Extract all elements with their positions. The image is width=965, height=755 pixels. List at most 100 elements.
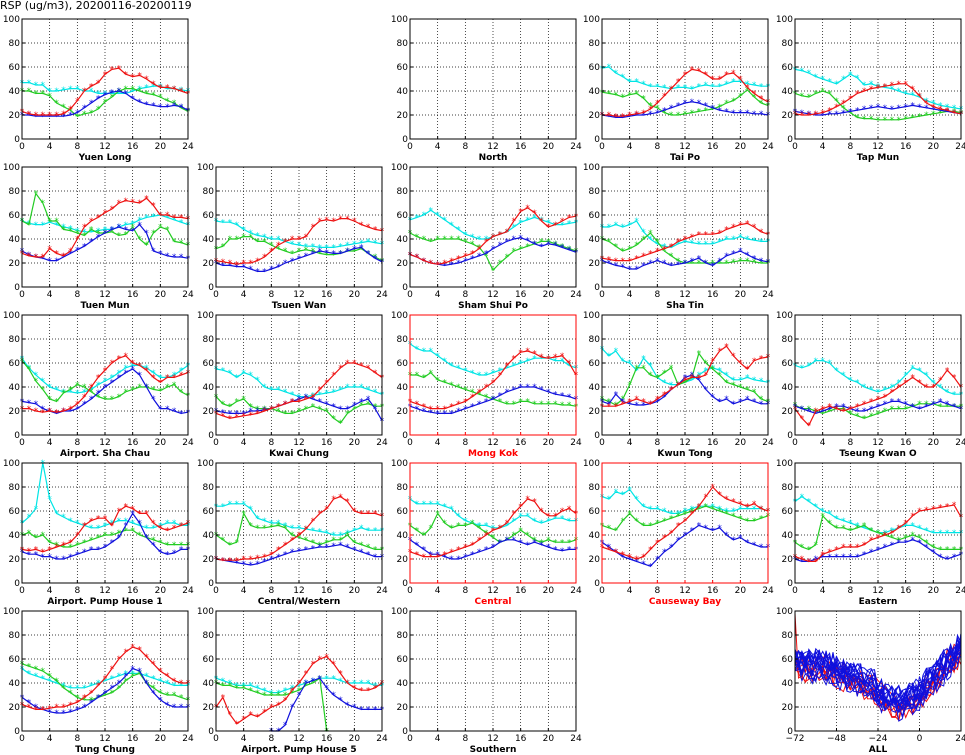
x-tick-label: 20 [155, 734, 167, 744]
data-point: * [553, 512, 558, 522]
data-point: * [683, 507, 688, 517]
data-point: * [641, 80, 646, 90]
data-point: * [683, 84, 688, 94]
data-point: * [41, 706, 46, 716]
data-point: * [345, 241, 350, 251]
panel-title: North [479, 153, 508, 163]
data-point: * [724, 395, 729, 405]
data-point: * [738, 109, 743, 119]
series-line-green [409, 512, 577, 543]
series-line-red [21, 505, 189, 553]
data-point: * [103, 531, 108, 541]
data-point: * [710, 502, 715, 512]
data-point: * [745, 220, 750, 230]
data-point: * [172, 238, 177, 248]
data-point: * [614, 548, 619, 558]
x-tick-label: 16 [127, 438, 139, 448]
x-tick-label: 12 [99, 734, 110, 744]
data-point: * [470, 393, 475, 403]
data-point: * [546, 238, 551, 248]
data-point: * [151, 82, 156, 92]
data-point: * [641, 364, 646, 374]
data-point: * [262, 233, 267, 243]
data-point: * [324, 248, 329, 258]
x-tick-label: 0 [213, 586, 219, 596]
x-tick-label: 12 [487, 290, 498, 300]
data-point: * [512, 223, 517, 233]
data-point: * [655, 240, 660, 250]
series-line-red [794, 504, 962, 563]
x-tick-label: 24 [955, 438, 965, 448]
data-point: * [498, 259, 503, 269]
data-point: * [848, 405, 853, 415]
data-point: * [621, 395, 626, 405]
data-point: * [890, 534, 895, 544]
data-point: * [945, 400, 950, 410]
series-line-green [215, 396, 382, 424]
data-point: * [662, 92, 667, 102]
data-point: * [269, 550, 274, 560]
data-point: * [442, 262, 447, 272]
y-tick-label: 40 [397, 531, 409, 541]
data-point: * [324, 216, 329, 226]
data-point: * [283, 247, 288, 257]
data-point: * [484, 371, 489, 381]
data-point: * [662, 259, 667, 269]
data-point: * [269, 405, 274, 415]
data-point: * [505, 519, 510, 529]
series-line-red [215, 218, 383, 265]
data-point: * [158, 223, 163, 233]
y-tick-label: 100 [776, 607, 793, 617]
data-point: * [124, 388, 129, 398]
data-point: * [68, 701, 73, 711]
data-point: * [41, 253, 46, 263]
data-point: * [546, 543, 551, 553]
panel-title: Tai Po [670, 153, 700, 163]
data-point: * [422, 546, 427, 556]
data-point: * [318, 528, 323, 538]
data-point: * [621, 247, 626, 257]
data-point: * [415, 233, 420, 243]
data-point: * [697, 522, 702, 532]
data-point: * [862, 541, 867, 551]
data-point: * [752, 541, 757, 551]
data-point: * [641, 94, 646, 104]
data-point: * [415, 526, 420, 536]
data-point: * [290, 250, 295, 260]
data-point: * [897, 104, 902, 114]
data-point: * [724, 80, 729, 90]
data-point: * [634, 254, 639, 264]
data-point: * [518, 359, 523, 369]
data-point: * [532, 517, 537, 527]
data-point: * [124, 670, 129, 680]
data-point: * [738, 514, 743, 524]
data-point: * [834, 103, 839, 113]
y-tick-label: 0 [208, 431, 214, 441]
data-point: * [269, 691, 274, 701]
data-point: * [124, 230, 129, 240]
data-point: * [814, 357, 819, 367]
data-point: * [525, 383, 530, 393]
data-point: * [553, 390, 558, 400]
data-point: * [318, 247, 323, 257]
data-point: * [903, 534, 908, 544]
panel-central: * * * * * * ** * * * * * * * * * * * * * * * * ** * **** * * * * * * * * *… [391, 459, 582, 607]
data-point: * [814, 111, 819, 121]
data-point: * [331, 542, 336, 552]
data-point: * [54, 410, 59, 420]
data-point: * [897, 87, 902, 97]
data-point: * [532, 538, 537, 548]
data-point: * [96, 546, 101, 556]
data-point: * [491, 395, 496, 405]
x-tick-label: 24 [376, 438, 388, 448]
data-point: * [269, 247, 274, 257]
data-point: * [304, 246, 309, 256]
data-point: * [89, 517, 94, 527]
data-point: * [61, 703, 66, 713]
panel-title: Kwun Tong [657, 449, 712, 459]
data-point: * [144, 75, 149, 85]
data-point: * [117, 87, 122, 97]
data-point: * [697, 259, 702, 269]
data-point: * [297, 679, 302, 689]
data-point: * [477, 245, 482, 255]
